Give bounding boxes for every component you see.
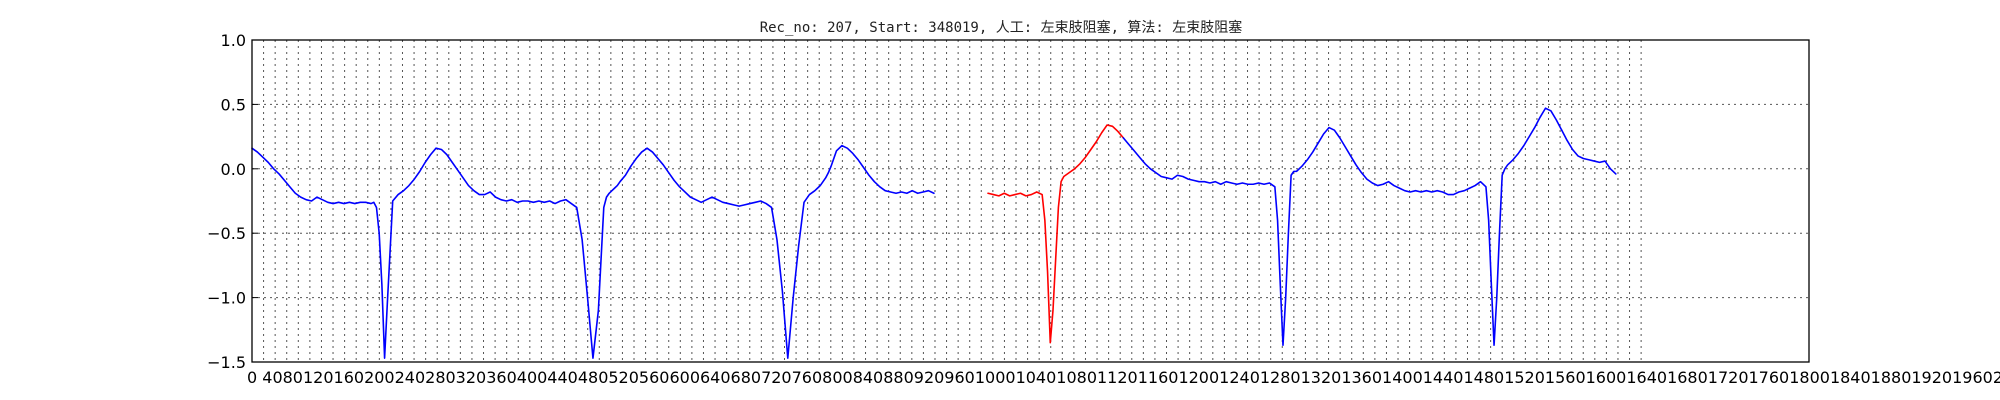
x-tick-labels: 0 40801201602002402803203604004404805205… [247,368,2000,387]
ecg-trace-blue-1 [251,144,935,359]
ecg-trace-red-annotated [987,124,1125,344]
y-tick-label: 0.5 [221,95,246,114]
y-axis: 1.0 0.5 0.0 −0.5 −1.0 −1.5 [207,31,258,372]
ecg-trace-blue-2 [1122,107,1563,347]
y-tick-label: 0.0 [221,160,246,179]
y-tick-label: 1.0 [221,31,246,50]
y-tick-label: −1.0 [207,289,246,308]
plot-frame [251,39,1810,363]
y-tick-label: −1.5 [207,353,246,372]
grid [252,40,1809,362]
chart-title: Rec_no: 207, Start: 348019, 人工: 左束肢阻塞, 算… [760,19,1243,36]
series-group [251,107,1617,359]
y-tick-label: −0.5 [207,224,246,243]
ecg-trace-blue-3 [1560,129,1617,175]
